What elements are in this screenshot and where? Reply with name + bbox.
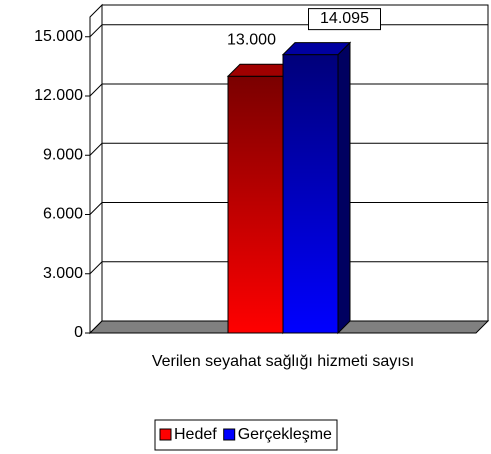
legend-swatch — [223, 428, 236, 441]
legend-swatch — [159, 428, 172, 441]
data-label: 13.000 — [227, 31, 276, 48]
y-tick-label: 9.000 — [43, 146, 83, 163]
data-label-box — [308, 8, 381, 31]
legend-label: Hedef — [174, 426, 217, 443]
bar-face — [227, 75, 284, 334]
bar — [281, 41, 352, 335]
y-tick-label: 0 — [74, 324, 83, 341]
grid-line — [89, 83, 488, 97]
grid-line — [89, 142, 488, 156]
data-label-box — [215, 30, 288, 52]
bar-face — [337, 41, 351, 335]
bar-face — [282, 54, 339, 334]
grid-line — [89, 261, 488, 275]
y-tick-label: 3.000 — [43, 265, 83, 282]
y-tick-label: 12.000 — [34, 87, 83, 104]
grid-line — [89, 202, 488, 215]
y-tick-label: 15.000 — [34, 28, 83, 45]
y-tick-label: 6.000 — [43, 206, 83, 223]
bar-face — [281, 42, 352, 56]
side-wall — [89, 3, 103, 335]
x-tick-label: Verilen seyahat sağlığı hizmeti sayısı — [152, 353, 414, 370]
data-label: 14.095 — [320, 10, 369, 27]
legend-label: Gerçekleşme — [238, 426, 332, 443]
legend-box — [154, 419, 338, 451]
